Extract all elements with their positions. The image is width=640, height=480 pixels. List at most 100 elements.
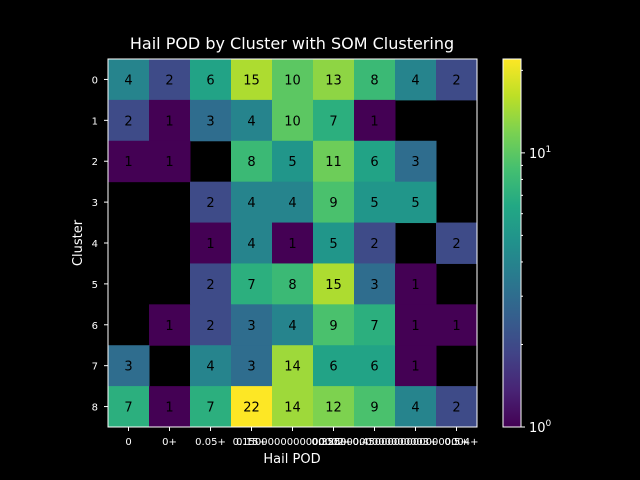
cell-value-label: 3: [124, 360, 132, 375]
heatmap-cell: [231, 386, 273, 428]
heatmap-cell: [272, 222, 314, 264]
x-tick-label: 0.05+: [195, 437, 226, 448]
heatmap-cell: [354, 181, 396, 224]
x-axis: 0 0+ 0.05+ 0.15+0.1500000000000002+0.25+0.3…: [125, 427, 479, 448]
cell-value-label: 5: [370, 196, 378, 211]
heatmap-cell: [354, 222, 396, 264]
cell-value-label: 1: [411, 360, 419, 375]
heatmap-cells: 4 2 6 15 10 13 8 4 22 1 3 4 10 7 11 1 8 5 11 6 32 4 4 9 5 51 4 1 5 2 2…: [108, 59, 478, 428]
heatmap-cell: [190, 345, 232, 387]
heatmap-cell: [149, 99, 191, 142]
heatmap-cell: [272, 99, 314, 142]
cell-value-label: 9: [329, 196, 337, 211]
cell-value-label: 2: [124, 114, 132, 129]
y-tick-label: 1: [92, 116, 98, 127]
cell-value-label: 10: [284, 114, 301, 129]
heatmap-cell: [272, 386, 314, 428]
cell-value-label: 6: [329, 360, 337, 375]
cell-value-label: 7: [370, 319, 378, 334]
cell-value-label: 4: [247, 237, 255, 252]
y-tick-label: 4: [92, 239, 98, 250]
cell-value-label: 2: [165, 73, 173, 88]
cell-value-label: 7: [206, 401, 214, 416]
y-tick-label: 0: [92, 75, 98, 86]
heatmap-cell: [354, 59, 396, 101]
heatmap-cell: [395, 304, 437, 346]
heatmap-cell: [190, 386, 232, 428]
cell-value-label: 3: [370, 278, 378, 293]
y-tick-label: 3: [92, 198, 98, 209]
chart-title: Hail POD by Cluster with SOM Clustering: [130, 34, 454, 53]
cell-value-label: 1: [165, 401, 173, 416]
heatmap-cell: [313, 386, 355, 428]
heatmap-cell: [354, 345, 396, 387]
cell-value-label: 8: [288, 278, 296, 293]
cell-value-label: 2: [452, 237, 460, 252]
y-tick-label: 8: [92, 403, 98, 414]
cell-value-label: 15: [243, 73, 260, 88]
cell-value-label: 1: [411, 319, 419, 334]
heatmap-cell: [190, 99, 232, 142]
heatmap-cell: [190, 263, 232, 305]
cell-value-label: 1: [165, 114, 173, 129]
x-tick-label: 0: [125, 437, 131, 448]
heatmap-cell: [395, 181, 437, 224]
heatmap-cell: [272, 263, 314, 305]
colorbar: [502, 58, 522, 428]
y-tick-label: 5: [92, 280, 98, 291]
cell-value-label: 6: [370, 155, 378, 170]
cell-value-label: 14: [284, 360, 301, 375]
x-tick-label: 0+: [162, 437, 177, 448]
x-tick-label: 0.35000000000000003+: [311, 437, 437, 448]
cell-value-label: 14: [284, 401, 301, 416]
cell-value-label: 1: [165, 319, 173, 334]
x-tick-label: 0.1500000000000002+: [233, 437, 353, 448]
heatmap-cell: [272, 140, 314, 183]
cell-value-label: 2: [206, 196, 214, 211]
cell-value-label: 4: [206, 360, 214, 375]
heatmap-cell: [395, 59, 437, 101]
heatmap-cell: [395, 263, 437, 305]
cell-value-label: 1: [124, 155, 132, 170]
heatmap-cell: [190, 304, 232, 346]
colorbar-ticks: 100 101: [521, 69, 552, 436]
heatmap-cell: [108, 99, 150, 142]
y-tick-label: 2: [92, 157, 98, 168]
cell-value-label: 5: [329, 237, 337, 252]
cell-value-label: 13: [325, 73, 342, 88]
heatmap-cell: [354, 99, 396, 142]
cell-value-label: 2: [370, 237, 378, 252]
cell-value-label: 9: [329, 319, 337, 334]
heatmap-cell: [436, 222, 478, 264]
heatmap-cell: [272, 181, 314, 224]
cell-value-label: 3: [247, 319, 255, 334]
heatmap-cell: [395, 386, 437, 428]
cell-value-label: 1: [206, 237, 214, 252]
heatmap-cell: [354, 263, 396, 305]
cell-value-label: 8: [247, 155, 255, 170]
cell-value-label: 2: [452, 73, 460, 88]
heatmap-cell: [231, 345, 273, 387]
cell-value-label: 1: [452, 319, 460, 334]
colorbar-tick-label: 100: [529, 419, 552, 436]
y-tick-label: 7: [92, 362, 98, 373]
heatmap-cell: [190, 59, 232, 101]
heatmap-cell: [149, 140, 191, 183]
cell-value-label: 4: [411, 401, 419, 416]
cell-value-label: 22: [243, 401, 260, 416]
heatmap-cell: [231, 304, 273, 346]
heatmap-cell: [436, 59, 478, 101]
x-tick-label: 0.15+: [236, 437, 267, 448]
heatmap-cell: [354, 386, 396, 428]
heatmap-cell: [436, 386, 478, 428]
cell-value-label: 5: [288, 155, 296, 170]
heatmap-cell: [313, 304, 355, 346]
heatmap-cell: [231, 99, 273, 142]
cell-value-label: 4: [288, 196, 296, 211]
cell-value-label: 10: [284, 73, 301, 88]
heatmap-cell: [354, 140, 396, 183]
cell-value-label: 1: [165, 155, 173, 170]
cell-value-label: 7: [247, 278, 255, 293]
heatmap-cell: [108, 59, 150, 101]
